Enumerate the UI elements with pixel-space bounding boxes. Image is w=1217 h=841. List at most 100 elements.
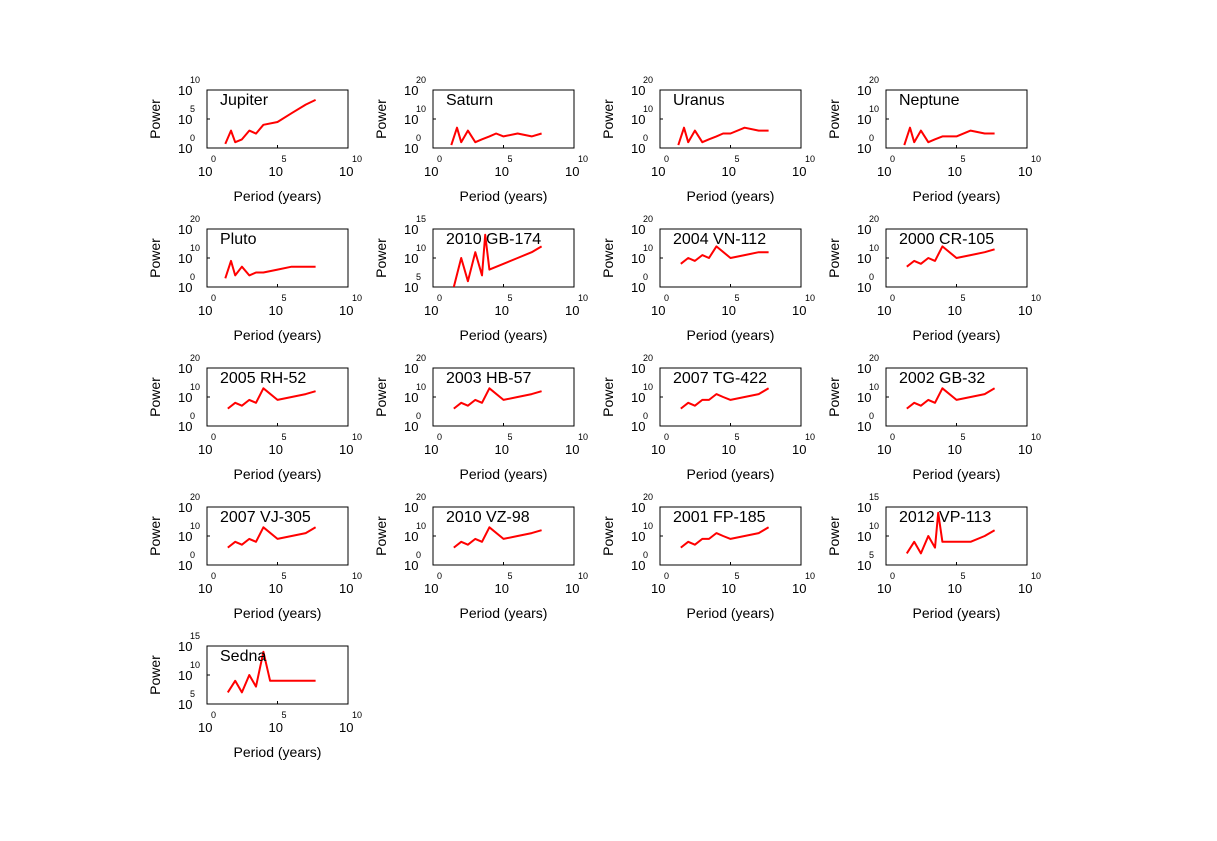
y-tick-label-exponent: 0 [190,550,195,560]
x-tick-label-base: 10 [198,442,212,457]
x-tick-label-exponent: 5 [961,571,966,581]
y-tick-label-exponent: 10 [643,382,653,392]
x-tick-label-exponent: 0 [437,571,442,581]
y-tick-label-exponent: 20 [416,353,426,363]
power-spectrum-line [903,126,995,146]
x-tick-label-exponent: 10 [578,293,588,303]
x-tick-label-exponent: 10 [352,571,362,581]
x-tick-label-exponent: 0 [890,432,895,442]
y-tick-label-base: 10 [857,83,871,98]
panel-title: 2007 VJ-305 [220,509,311,526]
y-tick-label-exponent: 20 [190,214,200,224]
y-tick-label-exponent: 20 [643,492,653,502]
x-tick-label-exponent: 5 [735,432,740,442]
x-tick-label-base: 10 [948,581,962,596]
y-tick-label-base: 10 [178,251,192,266]
y-tick-label-exponent: 10 [416,243,426,253]
x-tick-label-base: 10 [651,442,665,457]
y-tick-label-base: 10 [631,419,645,434]
axes-frame [885,89,1028,149]
x-tick-label-base: 10 [1018,303,1032,318]
panel-title: 2001 FP-185 [673,509,766,526]
x-tick-label-exponent: 5 [735,571,740,581]
x-tick-label-base: 10 [424,303,438,318]
x-tick-label-exponent: 10 [578,432,588,442]
y-tick-label-exponent: 20 [416,492,426,502]
y-tick-label-exponent: 10 [869,104,879,114]
power-spectrum-line [452,233,543,287]
x-tick-label-base: 10 [792,581,806,596]
x-tick-label-exponent: 10 [578,154,588,164]
x-tick-label-exponent: 5 [508,571,513,581]
y-tick-label-exponent: 15 [869,492,879,502]
y-tick-label-base: 10 [631,141,645,156]
x-tick-label-exponent: 10 [1031,571,1041,581]
x-tick-label-base: 10 [339,164,353,179]
y-tick-label-base: 10 [404,500,418,515]
x-tick-label-base: 10 [948,442,962,457]
x-tick-label-base: 10 [722,442,736,457]
y-tick-label-base: 10 [631,558,645,573]
x-tick-label-exponent: 5 [508,432,513,442]
x-tick-label-base: 10 [269,581,283,596]
x-tick-label-exponent: 0 [211,571,216,581]
power-spectrum-line [453,526,542,549]
x-axis-label: Period (years) [913,605,1001,621]
y-axis-label: Power [826,99,842,139]
x-axis-label: Period (years) [460,188,548,204]
panel-title: Sedna [220,648,266,665]
x-tick-label-base: 10 [269,720,283,735]
x-tick-label-exponent: 5 [961,154,966,164]
y-tick-label-exponent: 20 [869,75,879,85]
y-tick-label-base: 10 [178,529,192,544]
y-tick-label-exponent: 0 [416,550,421,560]
y-tick-label-base: 10 [178,141,192,156]
y-tick-label-base: 10 [857,280,871,295]
y-tick-label-exponent: 20 [869,353,879,363]
y-tick-label-exponent: 10 [416,382,426,392]
axes-frame [659,506,802,566]
panel-title: 2003 HB-57 [446,370,531,387]
x-tick-label-exponent: 0 [437,154,442,164]
y-tick-label-base: 10 [404,529,418,544]
x-tick-label-base: 10 [651,581,665,596]
y-tick-label-base: 10 [404,83,418,98]
y-tick-label-exponent: 10 [190,521,200,531]
y-tick-label-base: 10 [857,558,871,573]
y-axis-label: Power [826,377,842,417]
power-spectrum-line [226,650,316,694]
power-spectrum-line [677,126,769,146]
y-tick-label-exponent: 10 [416,521,426,531]
x-tick-label-exponent: 10 [1031,154,1041,164]
x-tick-label-exponent: 10 [578,571,588,581]
y-tick-label-base: 10 [857,222,871,237]
y-tick-label-exponent: 20 [190,353,200,363]
y-tick-label-base: 10 [404,419,418,434]
x-tick-label-exponent: 10 [805,571,815,581]
y-tick-label-exponent: 0 [190,133,195,143]
x-tick-label-base: 10 [424,581,438,596]
y-tick-label-exponent: 10 [416,104,426,114]
y-tick-label-base: 10 [631,529,645,544]
power-spectrum-line [453,387,542,410]
x-tick-label-base: 10 [495,442,509,457]
power-spectrum-line [227,387,316,410]
x-tick-label-base: 10 [722,581,736,596]
x-tick-label-base: 10 [198,720,212,735]
y-axis-label: Power [600,377,616,417]
y-tick-label-base: 10 [631,222,645,237]
x-tick-label-exponent: 10 [805,432,815,442]
panel-title: Jupiter [220,92,269,109]
axes-frame [432,506,575,566]
power-spectrum-line [227,526,317,549]
power-spectrum-line [680,526,770,549]
y-tick-label-exponent: 0 [643,411,648,421]
y-tick-label-exponent: 0 [416,411,421,421]
x-axis-label: Period (years) [460,327,548,343]
panel-title: Neptune [899,92,960,109]
axes-frame [659,367,802,427]
